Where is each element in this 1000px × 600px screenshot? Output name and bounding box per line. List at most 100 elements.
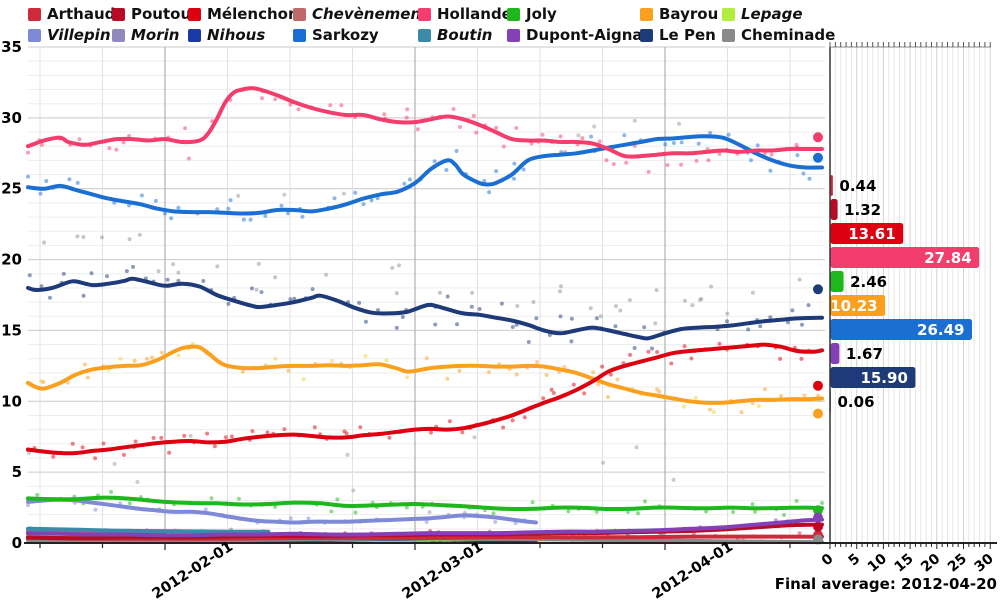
y-tick-label-30: 30 [1, 109, 22, 127]
legend-swatch-poutou [112, 8, 125, 21]
legend-label-lepen: Le Pen [659, 26, 716, 44]
scatter-sarkozy [663, 142, 668, 147]
scatter-lepen [806, 303, 811, 308]
final-average-bar-poutou [830, 199, 838, 220]
scatter-melenchon [799, 356, 804, 361]
scatter-melenchon [689, 356, 694, 361]
scatter-sarkozy [169, 216, 174, 221]
result-dot-joly [813, 505, 823, 516]
legend-label-hollande: Hollande [437, 5, 512, 23]
scatter-gray [699, 296, 704, 301]
scatter-gray [588, 306, 593, 311]
scatter-lepen [131, 264, 135, 269]
final-average-bars: 0.44 1.32 13.61 27.84 2.46 10.23 26.49 1.67 15.9… [830, 175, 980, 412]
scatter-melenchon [205, 431, 210, 436]
scatter-sarkozy [622, 133, 627, 138]
scatter-melenchon [312, 425, 317, 430]
legend-swatch-chevenement [293, 8, 306, 21]
scatter-joly [626, 510, 630, 514]
legend-item-poutou: Poutou [112, 7, 191, 22]
scatter-joly [209, 496, 214, 501]
result-dot-poutou [813, 521, 823, 532]
scatter-melenchon [51, 454, 56, 459]
panel-tick-label-0: 0 [819, 551, 837, 570]
scatter-bayrou [544, 373, 549, 377]
scatter-hollande [121, 140, 126, 145]
scatter-lepen [768, 315, 773, 320]
scatter-melenchon [551, 391, 556, 395]
scatter-gray [671, 477, 676, 482]
scatter-gray [618, 308, 623, 313]
legend-swatch-sarkozy [293, 29, 306, 42]
final-average-bar-melenchon [830, 223, 904, 244]
scatter-sarkozy [402, 181, 407, 186]
scatter-sarkozy [279, 203, 284, 208]
y-tick-label-5: 5 [12, 463, 22, 481]
legend-swatch-joly [507, 8, 520, 21]
scatter-melenchon [265, 430, 270, 435]
legend-label-melenchon: Mélenchon [207, 5, 299, 23]
scatter-lepen [445, 294, 450, 299]
scatter-gray [42, 240, 47, 245]
scatter-lepen [499, 301, 504, 306]
scatter-gray [654, 288, 659, 293]
legend-swatch-arthaud [28, 8, 41, 21]
scatter-joly [643, 499, 647, 504]
scatter-bayrou [535, 360, 540, 364]
legend-label-poutou: Poutou [131, 5, 192, 23]
scatter-gray [634, 445, 639, 450]
scatter-lepen [357, 300, 362, 305]
scatter-gray [601, 460, 606, 465]
final-average-bar-joly [830, 271, 844, 292]
scatter-lepen [632, 346, 637, 350]
legend-swatch-cheminade [722, 29, 735, 42]
panel-tick-label-5: 5 [846, 551, 864, 570]
scatter-melenchon [93, 456, 98, 461]
scatter-hollande [107, 146, 112, 151]
scatter-hollande [514, 126, 519, 130]
final-average-bar-lepen [830, 367, 916, 388]
scatter-hollande [405, 107, 410, 112]
scatter-gray [797, 277, 802, 282]
scatter-bayrou [82, 362, 87, 367]
legend-item-joly: Joly [507, 7, 557, 22]
scatter-sarkozy [248, 217, 253, 222]
scatter-sarkozy [162, 211, 167, 216]
scatter-sarkozy [494, 169, 499, 174]
scatter-hollande [114, 147, 119, 152]
scatter-sarkozy [679, 140, 684, 145]
scatter-gray [472, 435, 477, 440]
scatter-melenchon [151, 436, 156, 440]
scatter-hollande [597, 139, 602, 144]
legend-label-sarkozy: Sarkozy [312, 26, 379, 44]
scatter-bayrou [615, 377, 620, 382]
scatter-gray [627, 298, 632, 303]
scatter-villepin [306, 516, 311, 521]
scatter-villepin [203, 507, 208, 512]
scatter-sarkozy [44, 179, 49, 183]
final-average-value-sarkozy: 26.49 [917, 321, 964, 339]
scatter-sarkozy [226, 206, 231, 211]
legend-item-nihous: Nihous [188, 28, 265, 43]
final-average-value-dupont_aignan: 1.67 [846, 345, 883, 363]
scatter-lepen [594, 316, 599, 321]
scatter-melenchon [682, 344, 687, 349]
scatter-joly [636, 511, 640, 516]
scatter-gray [709, 284, 714, 289]
scatter-gray [236, 193, 241, 198]
scatter-sarkozy [286, 211, 290, 216]
legend-item-cheminade: Cheminade [722, 28, 835, 43]
scatter-gray [682, 298, 687, 303]
scatter-melenchon [669, 361, 674, 366]
scatter-bayrou [693, 395, 698, 400]
scatter-hollande [328, 103, 333, 108]
final-average-bar-dupont_aignan [830, 343, 840, 364]
final-average-bar-hollande [830, 247, 980, 268]
scatter-sarkozy [801, 171, 806, 176]
scatter-bayrou [118, 356, 123, 361]
scatter-lepen [201, 279, 206, 283]
legend-label-arthaud: Arthaud [47, 5, 116, 23]
scatter-bayrou [445, 376, 450, 381]
